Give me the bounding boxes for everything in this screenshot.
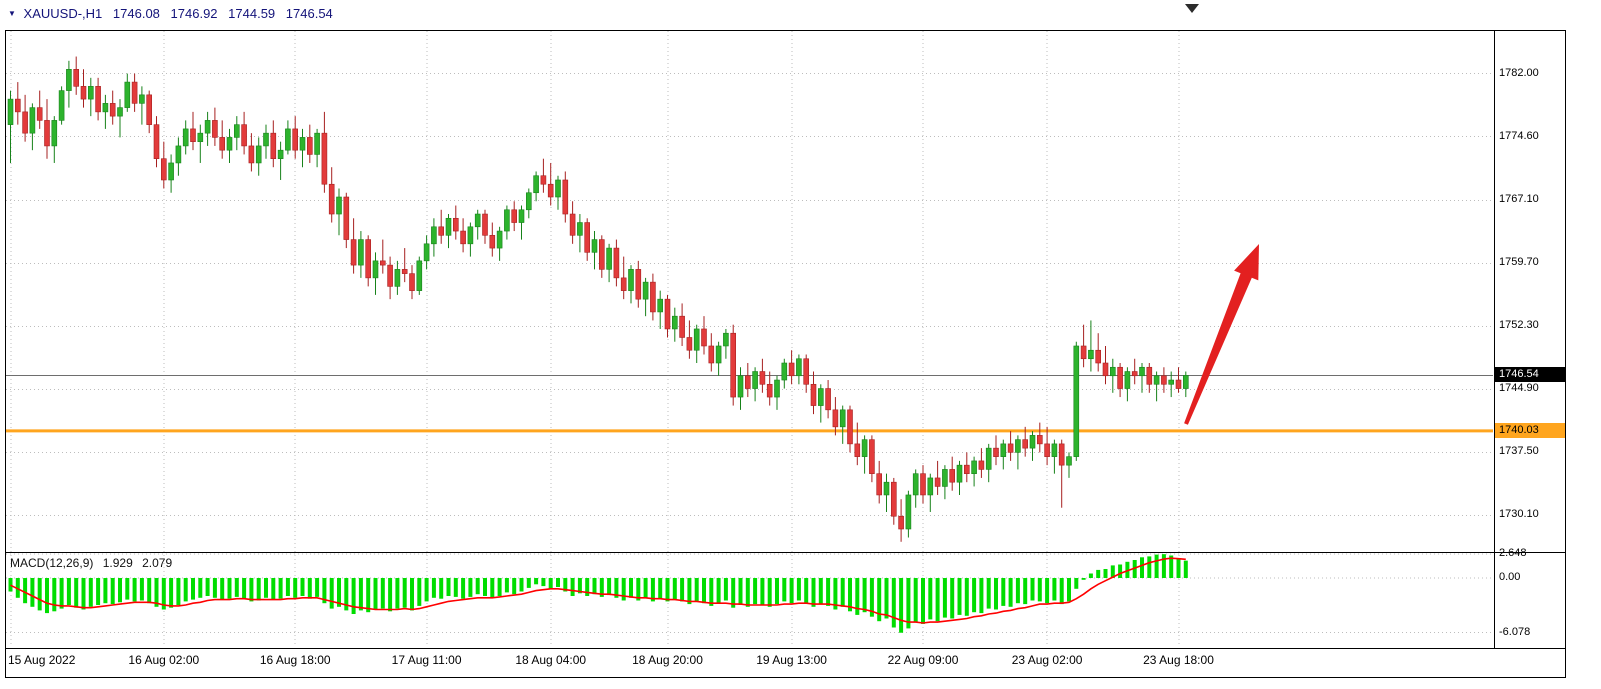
- bid-price-badge: 1746.54: [1495, 367, 1565, 383]
- symbol-timeframe: XAUUSD-,H1: [23, 6, 103, 21]
- macd-indicator-label: MACD(12,26,9) 1.929 2.079: [10, 556, 178, 570]
- macd-value-main: 1.929: [102, 556, 133, 570]
- ohlc-high: 1746.92: [170, 6, 218, 21]
- ohlc-low: 1744.59: [228, 6, 276, 21]
- ohlc-close: 1746.54: [285, 6, 333, 21]
- chart-title: ▼ XAUUSD-,H1 1746.08 1746.92 1744.59 174…: [8, 6, 340, 21]
- trend-arrow-annotation[interactable]: [1184, 244, 1259, 425]
- macd-label: MACD(12,26,9): [10, 556, 94, 570]
- macd-value-signal: 2.079: [142, 556, 173, 570]
- symbol-marker-icon: ▼: [8, 9, 16, 18]
- shift-marker-icon[interactable]: [1185, 4, 1199, 13]
- hline-price-badge: 1740.03: [1495, 422, 1565, 438]
- ohlc-open: 1746.08: [112, 6, 160, 21]
